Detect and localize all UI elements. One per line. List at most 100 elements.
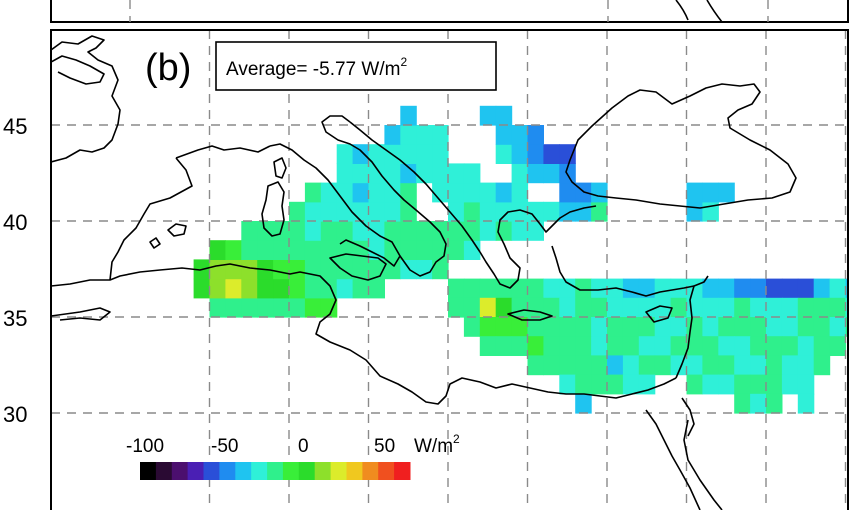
flux-cell [209,259,226,280]
flux-cell [797,355,815,376]
colorbar-swatch [171,462,189,480]
flux-cell [813,355,831,376]
flux-cell [273,278,290,299]
flux-cell [829,317,847,337]
flux-cell [289,221,306,241]
flux-cell [511,163,529,184]
flux-cell [304,297,322,318]
flux-cell [273,259,290,280]
flux-cell [622,317,640,337]
flux-cell [320,182,338,203]
flux-cell [463,278,481,299]
flux-cell [702,278,719,299]
flux-cell [750,393,767,414]
flux-cell [591,297,608,318]
flux-cell [638,317,656,337]
flux-cell [495,182,513,203]
flux-cell [766,297,783,318]
flux-cell [543,355,560,376]
flux-cell [479,278,497,299]
colorbar-swatch [251,462,268,480]
flux-cell [511,317,529,337]
flux-cell [591,201,608,222]
flux-cell [750,317,767,337]
flux-cell [527,221,544,241]
flux-cell [241,278,258,299]
flux-cell [511,144,529,164]
flux-cell [400,144,417,164]
flux-cell [591,355,608,376]
flux-cell [463,317,481,337]
flux-cell [336,144,354,164]
colorbar-tick-0: 0 [298,436,309,457]
flux-cell [479,317,497,337]
panel-a-fragment [50,0,849,23]
flux-cells-layer [193,105,848,414]
flux-cell [416,125,433,145]
flux-cell [575,355,592,376]
flux-cell [448,163,465,184]
flux-cell [432,144,449,164]
flux-cell [575,201,592,222]
colorbar-swatch [203,462,220,480]
flux-cell [304,182,322,203]
flux-cell [352,182,370,203]
flux-cell [845,278,848,299]
colorbar-swatch [314,462,332,480]
flux-cell [559,317,576,337]
flux-cell [781,278,799,299]
flux-cell [416,144,433,164]
flux-cell [416,259,433,280]
flux-cell [479,336,497,356]
flux-cell [416,221,433,241]
colorbar-swatch [282,462,300,480]
flux-cell [400,221,417,241]
flux-cell [368,240,385,260]
flux-cell [400,240,417,260]
flux-cell [384,125,401,145]
flux-cell [527,201,544,222]
flux-cell [416,163,433,184]
flux-cell [289,201,306,222]
colorbar-swatch [140,462,157,480]
colorbar-swatch [394,462,411,480]
flux-cell [463,221,481,241]
flux-cell [766,374,783,395]
flux-cell [448,182,465,203]
flux-cell [289,278,306,299]
flux-cell [479,105,497,126]
flux-cell [654,317,672,337]
flux-cell [718,297,735,318]
flux-cell [527,144,544,164]
flux-cell [750,374,767,395]
flux-cell [543,336,560,356]
flux-cell [702,182,719,203]
flux-cell [734,374,751,395]
flux-cell [734,336,751,356]
flux-cell [607,355,624,376]
flux-cell [511,182,529,203]
colorbar-unit: W/m [414,436,453,457]
flux-cell [654,297,672,318]
colorbar-tick--50: -50 [211,436,238,457]
colorbar-swatch [219,462,236,480]
flux-cell [766,355,783,376]
flux-cell [193,278,211,299]
flux-cell [686,201,703,222]
flux-cell [638,355,656,376]
flux-cell [829,336,847,356]
colorbar-swatch [235,462,252,480]
flux-cell [559,297,576,318]
flux-cell [304,240,322,260]
colorbar-swatch [298,462,316,480]
flux-cell [670,297,688,318]
flux-cell [607,297,624,318]
flux-cell [527,125,544,145]
flux-cell [304,201,322,222]
flux-cell [400,105,417,126]
flux-cell [352,163,370,184]
flux-cell [448,297,465,318]
flux-cell [591,278,608,299]
flux-cell [734,355,751,376]
colorbar-unit-sup: 2 [453,432,460,446]
